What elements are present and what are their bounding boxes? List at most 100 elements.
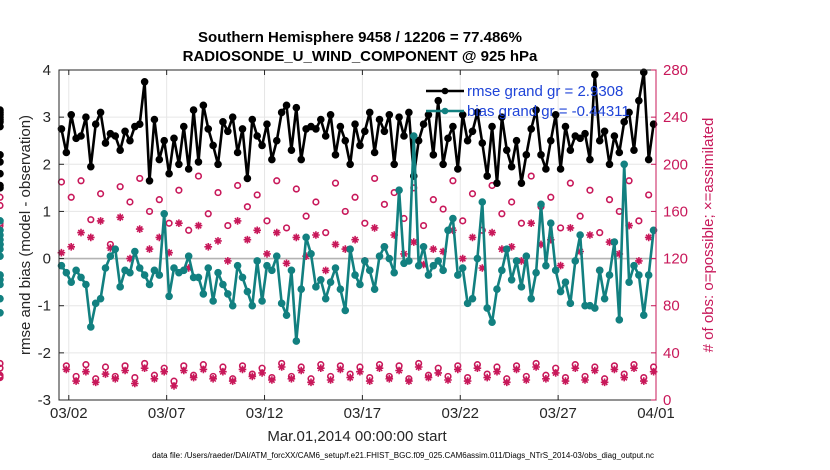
rmse-point xyxy=(439,160,447,169)
assimilated-count-marker xyxy=(165,248,173,257)
bias-point xyxy=(346,245,354,253)
rmse-point xyxy=(600,127,609,136)
assimilated-count-marker xyxy=(566,224,575,232)
y2-tick-label: 200 xyxy=(663,156,688,173)
bias-point xyxy=(478,198,487,206)
possible-count-marker xyxy=(136,174,144,183)
bias-point xyxy=(468,294,477,303)
possible-count-marker xyxy=(224,221,232,230)
bias-point xyxy=(434,257,443,265)
bias-point xyxy=(610,238,619,246)
bias-point xyxy=(165,292,173,301)
rmse-point xyxy=(228,113,237,121)
possible-count-marker xyxy=(556,224,565,232)
possible-count-marker xyxy=(586,186,594,194)
possible-count-marker xyxy=(419,221,428,230)
possible-count-marker xyxy=(459,217,467,225)
assimilated-count-marker xyxy=(605,238,614,246)
y2-tick-label: 240 xyxy=(663,109,688,126)
bias-point xyxy=(537,200,545,209)
rmse-point xyxy=(0,106,4,114)
assimilated-count-marker xyxy=(263,250,271,258)
possible-count-marker xyxy=(253,191,261,199)
possible-count-marker xyxy=(312,198,320,206)
possible-count-marker xyxy=(351,193,359,201)
assimilated-count-marker xyxy=(199,365,208,374)
assimilated-count-marker xyxy=(620,373,628,382)
possible-count-marker xyxy=(635,217,643,225)
y2-axis-label: # of obs: o=possible; ×=assimilated xyxy=(700,118,717,353)
possible-count-marker xyxy=(87,216,95,224)
possible-count-marker xyxy=(527,172,535,180)
rmse-point xyxy=(297,155,306,164)
rmse-point xyxy=(517,179,526,187)
y-tick-label: 0 xyxy=(43,251,51,268)
assimilated-count-marker xyxy=(493,367,501,376)
x-tick-label: 03/27 xyxy=(539,405,577,422)
possible-count-marker xyxy=(547,193,555,201)
possible-count-marker xyxy=(361,219,369,227)
assimilated-count-marker xyxy=(140,364,149,372)
bias-point xyxy=(272,252,281,261)
rmse-point xyxy=(537,151,545,159)
assimilated-count-marker xyxy=(336,365,345,374)
bias-point xyxy=(0,271,4,279)
assimilated-count-marker xyxy=(312,231,320,239)
rmse-point xyxy=(346,160,354,169)
bias-point xyxy=(297,285,306,294)
bias-point xyxy=(532,268,540,277)
assimilated-count-marker xyxy=(297,366,305,375)
rmse-point xyxy=(62,148,71,157)
rmse-point xyxy=(405,108,413,117)
assimilated-count-marker xyxy=(233,217,242,225)
assimilated-count-marker xyxy=(248,372,257,381)
x-tick-label: 03/17 xyxy=(344,405,382,422)
y2-tick-label: 120 xyxy=(663,251,688,268)
bias-point xyxy=(0,231,4,239)
assimilated-count-marker xyxy=(253,226,261,235)
rmse-point xyxy=(644,155,653,164)
bias-point xyxy=(566,299,575,308)
rmse-point xyxy=(199,101,208,110)
assimilated-count-marker xyxy=(72,377,80,385)
assimilated-count-series xyxy=(58,214,658,390)
assimilated-count-marker xyxy=(150,375,159,383)
bias-point xyxy=(258,297,266,305)
bias-point xyxy=(591,304,599,312)
assimilated-count-marker xyxy=(547,235,555,244)
possible-count-marker xyxy=(0,193,4,201)
rmse-point xyxy=(179,122,188,131)
assimilated-count-marker xyxy=(571,364,580,372)
legend-bias-label: bias grand gr = -0.44311 xyxy=(467,103,630,120)
bias-point xyxy=(77,273,85,282)
bias-point xyxy=(101,264,110,272)
rmse-point xyxy=(175,160,183,169)
rmse-point xyxy=(561,122,570,131)
rmse-point xyxy=(390,160,399,169)
rmse-point xyxy=(184,165,193,173)
rmse-point xyxy=(312,125,320,133)
rmse-point xyxy=(498,113,506,121)
chart-title-line1: Southern Hemisphere 9458 / 12206 = 77.48… xyxy=(198,29,522,46)
assimilated-count-marker xyxy=(478,264,487,272)
assimilated-count-marker xyxy=(385,375,394,383)
rmse-point xyxy=(209,141,217,150)
bias-point xyxy=(126,268,134,277)
bias-point xyxy=(263,261,271,270)
rmse-point xyxy=(0,184,4,192)
bias-point xyxy=(0,252,4,261)
assimilated-count-marker xyxy=(395,366,403,375)
bias-point xyxy=(62,268,71,277)
assimilated-count-marker xyxy=(644,233,653,242)
rmse-point xyxy=(434,96,443,105)
possible-count-marker xyxy=(101,363,110,371)
bias-point xyxy=(370,285,379,294)
bias-point xyxy=(498,266,506,275)
rmse-point xyxy=(551,110,560,119)
rmse-point xyxy=(595,136,604,145)
bias-point xyxy=(449,214,457,223)
rmse-point xyxy=(57,125,66,133)
bias-point xyxy=(150,266,159,275)
possible-count-marker xyxy=(341,207,349,216)
bias-point xyxy=(512,257,521,265)
